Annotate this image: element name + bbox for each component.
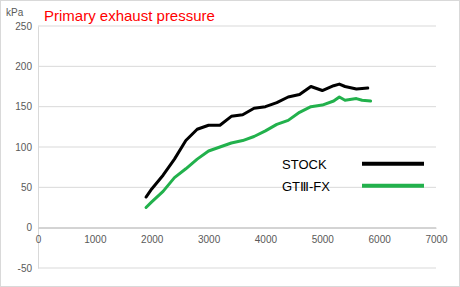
grid-line [38,106,436,107]
title: Primary exhaust pressure [44,7,215,24]
y-tick: 250 [15,21,38,32]
x-tick: 3000 [198,228,221,245]
legend-entry: GTⅢ-FX [282,179,424,194]
y-tick: 100 [15,142,38,153]
x-axis-line [39,228,437,229]
grid-line [38,227,436,228]
x-axis: 0 1000 2000 3000 4000 5000 6000 7000 [36,228,448,245]
y-tick: 200 [15,61,38,72]
x-tick: 5000 [312,228,335,245]
y-tick-label: 200 [15,61,32,72]
y-tick-label: -50 [18,263,33,274]
y-tick-label: 100 [15,142,32,153]
x-tick: 4000 [255,228,278,245]
x-tick: 0 [36,228,42,245]
x-tick-label: 3000 [198,234,221,245]
legend-entry: STOCK [282,157,424,172]
legend-swatch [362,162,424,166]
plot: -50 0 50 100 150 200 250 0 1000 2000 3000 4000 5000 6… [15,21,448,274]
y-tick: 0 [26,222,38,233]
y-axis-title: kPa [6,7,24,18]
y-tick: 50 [21,182,38,193]
y-tick-label: 0 [26,222,32,233]
series-group [146,84,371,207]
grid-line [38,268,436,269]
chart: -50 0 50 100 150 200 250 0 1000 2000 3000 4000 5000 6… [0,0,460,287]
grid-line [38,147,436,148]
y-tick: -50 [18,263,38,274]
grid [38,26,436,268]
y-tick-label: 250 [15,21,32,32]
legend-label: STOCK [282,157,327,172]
legend: STOCK GTⅢ-FX [282,157,424,194]
legend-swatch [362,184,424,188]
y-axis-line [38,27,39,269]
x-tick: 2000 [141,228,164,245]
x-tick: 7000 [425,228,448,245]
grid-line [38,26,436,27]
legend-label: GTⅢ-FX [282,179,330,194]
x-tick-label: 7000 [425,234,448,245]
background [1,1,460,287]
grid-line [38,66,436,67]
x-tick-label: 5000 [312,234,335,245]
y-tick-label: 50 [21,182,33,193]
x-tick-label: 2000 [141,234,164,245]
x-tick-label: 0 [36,234,42,245]
y-tick: 150 [15,101,38,112]
x-tick-label: 6000 [369,234,392,245]
series-line [146,97,371,208]
x-tick-label: 1000 [84,234,107,245]
x-tick-label: 4000 [255,234,278,245]
y-tick-label: 150 [15,101,32,112]
x-tick: 1000 [84,228,107,245]
x-tick: 6000 [369,228,392,245]
